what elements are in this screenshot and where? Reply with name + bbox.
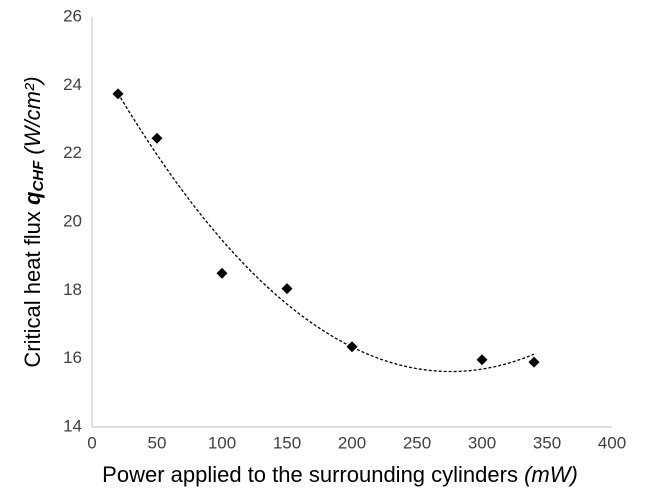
y-label-text: Critical heat flux	[20, 205, 45, 368]
data-point	[281, 283, 293, 295]
data-point	[216, 267, 228, 279]
x-axis-label: Power applied to the surrounding cylinde…	[102, 462, 578, 487]
data-point	[112, 88, 124, 100]
y-tick-label: 18	[63, 280, 82, 299]
y-label-subscript: CHF	[30, 160, 47, 192]
y-tick-label: 26	[63, 6, 82, 25]
x-tick-label: 400	[598, 433, 626, 452]
x-tick-label: 350	[533, 433, 561, 452]
data-point	[346, 341, 358, 353]
y-tick-label: 16	[63, 348, 82, 367]
y-label-symbol: q	[20, 191, 45, 205]
y-tick-label: 22	[63, 143, 82, 162]
data-point	[476, 354, 488, 366]
y-tick-label: 24	[63, 75, 82, 94]
x-tick-label: 50	[148, 433, 167, 452]
y-tick-label: 20	[63, 211, 82, 230]
x-tick-label: 100	[208, 433, 236, 452]
x-tick-label: 200	[338, 433, 366, 452]
x-label-unit: (mW)	[524, 462, 578, 487]
x-tick-label: 150	[273, 433, 301, 452]
x-tick-label: 0	[87, 433, 96, 452]
y-tick-label: 14	[63, 416, 82, 435]
data-point	[151, 132, 163, 144]
x-label-text: Power applied to the surrounding cylinde…	[102, 462, 524, 487]
x-tick-label: 300	[468, 433, 496, 452]
trendline	[117, 93, 535, 373]
y-axis-label: Critical heat flux qCHF (W/cm²)	[20, 76, 47, 367]
x-tick-label: 250	[403, 433, 431, 452]
data-point	[528, 356, 540, 368]
y-label-unit: (W/cm²)	[20, 76, 45, 160]
